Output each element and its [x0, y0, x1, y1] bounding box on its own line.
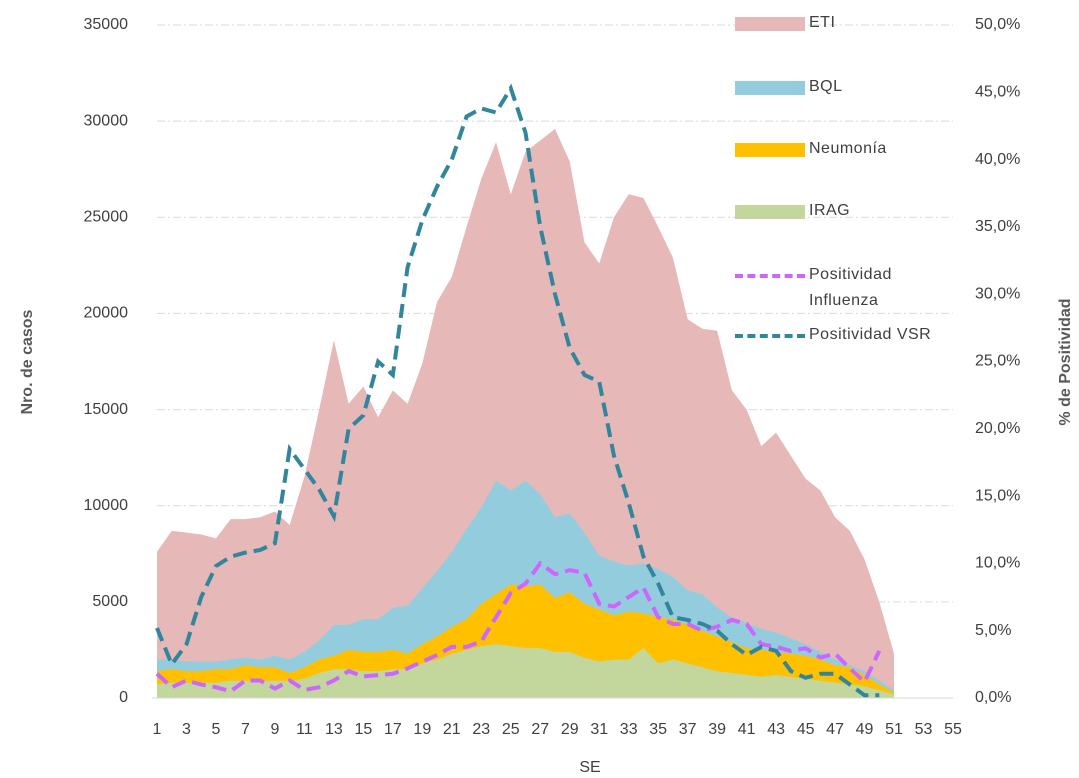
legend-label: IRAG	[809, 202, 851, 219]
x-tick-label: 47	[826, 721, 844, 738]
x-tick-label: 5	[212, 721, 221, 738]
y-tick-label: 15000	[84, 401, 129, 418]
x-tick-label: 1	[153, 721, 162, 738]
line	[155, 560, 882, 694]
x-tick-label: 51	[885, 721, 903, 738]
y-tick-label: 5000	[92, 593, 128, 610]
x-tick-label: 29	[561, 721, 579, 738]
x-tick-label: 7	[241, 721, 250, 738]
x-tick-label: 35	[649, 721, 667, 738]
x-tick-label: 3	[182, 721, 191, 738]
y2-tick-label: 45,0%	[975, 84, 1020, 101]
y2-tick-label: 15,0%	[975, 487, 1020, 504]
legend-item: ETI	[735, 14, 964, 36]
y2-tick-label: 5,0%	[975, 622, 1011, 639]
y2-tick-label: 35,0%	[975, 218, 1020, 235]
legend-swatch	[735, 143, 805, 157]
y2-axis-title: % de Positividad	[1057, 298, 1074, 425]
y-tick-label: 25000	[84, 209, 129, 226]
legend-label: Positividad VSR	[809, 326, 932, 343]
line	[155, 83, 880, 698]
y2-tick-label: 50,0%	[975, 16, 1020, 33]
y2-tick-label: 25,0%	[975, 353, 1020, 370]
y2-tick-label: 20,0%	[975, 420, 1020, 437]
x-tick-label: 17	[384, 721, 402, 738]
legend-item: BQL	[735, 78, 964, 100]
y-axis-title: Nro. de casos	[19, 309, 36, 414]
y-tick-label: 20000	[84, 305, 129, 322]
legend-item: Positividad Influenza	[735, 266, 964, 314]
x-tick-label: 41	[738, 721, 756, 738]
legend-swatch	[735, 274, 805, 278]
x-tick-label: 25	[502, 721, 520, 738]
legend-item: Positividad VSR	[735, 326, 964, 348]
x-tick-label: 13	[325, 721, 343, 738]
x-axis-title: SE	[579, 759, 600, 776]
y2-tick-label: 30,0%	[975, 285, 1020, 302]
area	[157, 128, 895, 698]
x-tick-label: 19	[413, 721, 431, 738]
legend-label: ETI	[809, 14, 836, 31]
legend-item: Neumonía	[735, 140, 964, 162]
area	[157, 644, 895, 698]
y2-tick-label: 40,0%	[975, 151, 1020, 168]
y-tick-label: 35000	[84, 16, 129, 33]
legend-swatch	[735, 205, 805, 219]
x-tick-label: 49	[856, 721, 874, 738]
x-tick-label: 33	[620, 721, 638, 738]
legend-label: Neumonía	[809, 140, 887, 157]
x-tick-label: 27	[531, 721, 549, 738]
x-tick-label: 55	[944, 721, 962, 738]
y-tick-label: 0	[119, 689, 128, 706]
x-tick-label: 21	[443, 721, 461, 738]
legend-item: IRAG	[735, 202, 964, 224]
x-tick-label: 31	[590, 721, 608, 738]
x-tick-label: 23	[472, 721, 490, 738]
y2-tick-label: 0,0%	[975, 689, 1011, 706]
x-tick-label: 11	[296, 721, 313, 738]
x-tick-label: 45	[797, 721, 815, 738]
x-tick-label: 39	[708, 721, 726, 738]
legend-label: BQL	[809, 78, 843, 95]
y-tick-label: 10000	[84, 497, 129, 514]
legend-swatch	[735, 81, 805, 95]
x-tick-label: 43	[767, 721, 785, 738]
legend-swatch	[735, 17, 805, 31]
legend-swatch	[735, 334, 805, 338]
y-tick-label: 30000	[84, 112, 129, 129]
x-tick-label: 9	[270, 721, 279, 738]
x-tick-label: 37	[679, 721, 697, 738]
y2-tick-label: 10,0%	[975, 555, 1020, 572]
x-tick-label: 53	[915, 721, 933, 738]
x-tick-label: 15	[354, 721, 372, 738]
legend-label: Positividad Influenza	[809, 266, 892, 309]
